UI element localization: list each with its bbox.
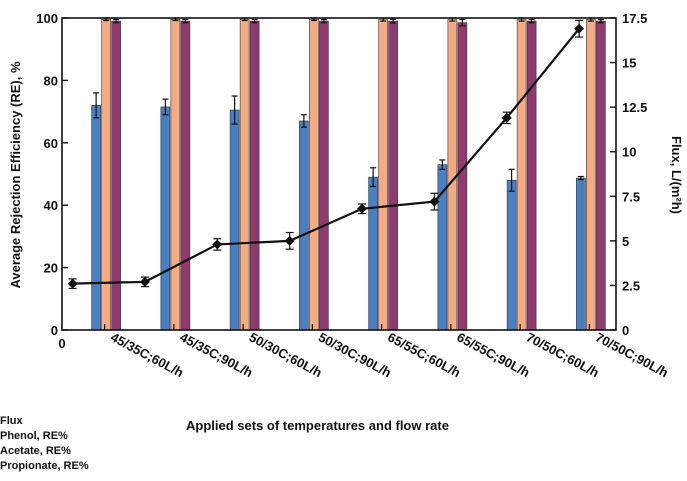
bar-0-7 xyxy=(576,177,586,331)
legend-item-flux: Flux xyxy=(0,415,23,427)
bar-1-6 xyxy=(516,19,527,331)
right-tick-label-3: 7.5 xyxy=(622,189,640,204)
flux-polyline xyxy=(72,28,580,285)
bar-1-5 xyxy=(447,19,458,331)
x-origin-label: 0 xyxy=(58,336,65,351)
bar-0-2 xyxy=(229,109,240,331)
x-category-label-2: 50/30C;60L/h xyxy=(247,329,325,380)
left-tick-label-1: 20 xyxy=(44,261,58,276)
flux-point-0 xyxy=(67,278,78,289)
right-tick-label-1: 2.5 xyxy=(622,278,640,293)
bar-0-0 xyxy=(91,105,101,331)
right-tick-label-5: 12.5 xyxy=(622,100,647,115)
bars-layer xyxy=(91,17,606,331)
bar-2-2 xyxy=(249,20,260,331)
flux-point-2 xyxy=(212,239,223,250)
bar-2-4 xyxy=(388,20,398,331)
left-tick-label-5: 100 xyxy=(36,11,58,26)
axes xyxy=(61,17,617,331)
x-category-label-4: 65/55C;60L/h xyxy=(385,329,463,380)
bar-2-3 xyxy=(319,20,329,331)
x-category-label-1: 45/35C;90L/h xyxy=(177,329,255,380)
x-axis-title: Applied sets of temperatures and flow ra… xyxy=(186,418,449,433)
right-tick-label-6: 15 xyxy=(622,56,636,71)
x-category-label-5: 65/55C;90L/h xyxy=(454,329,532,380)
right-tick-label-0: 0 xyxy=(622,323,629,338)
legend: Flux Phenol, RE% Acetate, RE% Propionate… xyxy=(0,414,89,474)
left-tick-label-0: 0 xyxy=(51,323,58,338)
right-tick-label-4: 10 xyxy=(622,145,636,160)
bar-2-5 xyxy=(457,22,468,331)
right-tick-label-7: 17.5 xyxy=(622,11,647,26)
x-category-label-0: 45/35C;60L/h xyxy=(108,329,186,380)
bar-2-7 xyxy=(596,20,606,331)
bar-2-6 xyxy=(526,20,537,331)
plot-frame xyxy=(61,17,617,331)
bar-2-1 xyxy=(180,20,191,331)
y-axis-title: Average Rejection Efficiency (RE), % xyxy=(8,61,23,289)
flux-point-7 xyxy=(574,23,585,34)
left-tick-label-3: 60 xyxy=(44,136,58,151)
bar-0-3 xyxy=(299,120,309,331)
right-axis-ticks: 0 2.5 5 7.5 10 12.5 15 17.5 xyxy=(610,11,647,338)
bar-0-4 xyxy=(368,176,378,331)
bar-0-1 xyxy=(160,106,171,331)
legend-item-phenol: Phenol, RE% xyxy=(0,430,68,442)
flux-point-4 xyxy=(357,203,368,214)
legend-item-acetate: Acetate, RE% xyxy=(0,445,71,457)
left-tick-label-4: 80 xyxy=(44,73,58,88)
left-tick-label-2: 40 xyxy=(44,198,58,213)
x-category-label-6: 70/50C;60L/h xyxy=(524,329,602,380)
flux-series-line xyxy=(67,19,585,290)
flux-point-5 xyxy=(429,196,440,207)
left-axis-ticks: 0 20 40 60 80 100 xyxy=(36,11,68,338)
bar-1-7 xyxy=(586,19,596,331)
x-category-label-3: 50/30C;90L/h xyxy=(316,329,394,380)
bar-1-2 xyxy=(239,18,250,331)
flux-point-3 xyxy=(284,235,295,246)
x-category-label-7: 70/50C;90L/h xyxy=(593,329,671,380)
y2-axis-title: Flux, L/(m²h) xyxy=(669,136,684,214)
legend-item-propionate: Propionate, RE% xyxy=(0,460,89,472)
flux-point-1 xyxy=(139,276,150,287)
bar-0-6 xyxy=(506,179,517,331)
bar-1-4 xyxy=(378,19,388,331)
flux-point-6 xyxy=(501,112,512,123)
bar-1-3 xyxy=(309,18,319,331)
right-tick-label-2: 5 xyxy=(622,234,629,249)
category-labels: 45/35C;60L/h45/35C;90L/h50/30C;60L/h50/3… xyxy=(104,324,671,380)
bar-1-1 xyxy=(170,18,181,331)
